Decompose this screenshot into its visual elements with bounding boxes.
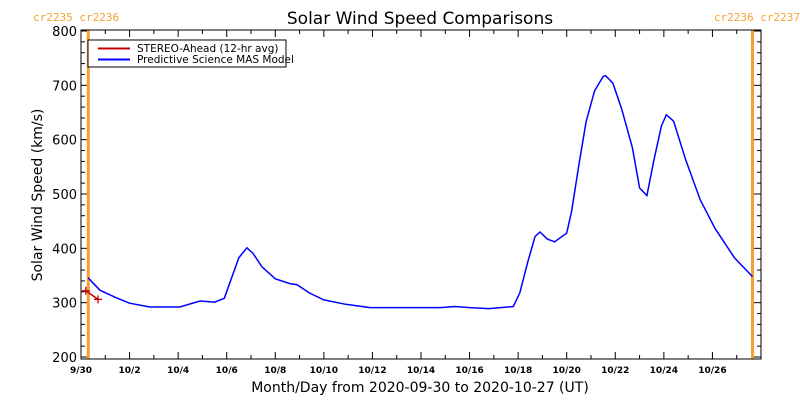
x-tick-label: 10/10	[310, 366, 338, 376]
x-tick-label: 10/14	[407, 366, 435, 376]
x-tick-label: 10/24	[650, 366, 678, 376]
legend-label-stereo: STEREO-Ahead (12-hr avg)	[137, 43, 278, 55]
x-tick-label: 10/2	[119, 366, 141, 376]
series-line-1	[87, 74, 754, 310]
x-tick-label: 10/26	[698, 366, 726, 376]
legend-box	[87, 39, 287, 68]
plot-area: 9/30 10/2 10/4 10/6 10/8 10/10 10/12 10/14 10/16…	[33, 11, 800, 376]
x-tick-label: 10/16	[455, 366, 483, 376]
legend: STEREO-Ahead (12-hr avg) Predictive Scie…	[87, 39, 294, 68]
x-tick-label: 10/8	[264, 366, 286, 376]
x-tick-label: 9/30	[70, 366, 92, 376]
x-tick-label: 10/6	[216, 366, 238, 376]
y-tick-label: 200	[52, 351, 77, 366]
y-tick-label: 400	[52, 242, 77, 257]
x-tick-label: 10/20	[553, 366, 581, 376]
plot-frame	[80, 29, 762, 360]
y-tick-label: 800	[52, 25, 77, 40]
x-tick-label: 10/18	[504, 366, 532, 376]
chart-title: Solar Wind Speed Comparisons	[287, 9, 553, 29]
y-tick-label: 500	[52, 188, 77, 203]
y-tick-label: 600	[52, 134, 77, 149]
legend-label-mas: Predictive Science MAS Model	[137, 54, 294, 66]
y-axis-label: Solar Wind Speed (km/s)	[30, 109, 46, 282]
x-tick-label: 10/4	[167, 366, 189, 376]
series-line-0	[85, 290, 99, 301]
y-tick-label: 300	[52, 297, 77, 312]
carrington-label: cr2235 cr2236	[33, 11, 119, 24]
data-point	[94, 295, 102, 304]
x-tick-label: 10/22	[601, 366, 629, 376]
carrington-label: cr2236 cr2237	[714, 11, 800, 24]
x-tick-label: 10/12	[358, 366, 386, 376]
data-point	[81, 286, 90, 295]
x-axis-label: Month/Day from 2020-09-30 to 2020-10-27 …	[251, 380, 589, 396]
y-tick-label: 700	[52, 79, 77, 94]
